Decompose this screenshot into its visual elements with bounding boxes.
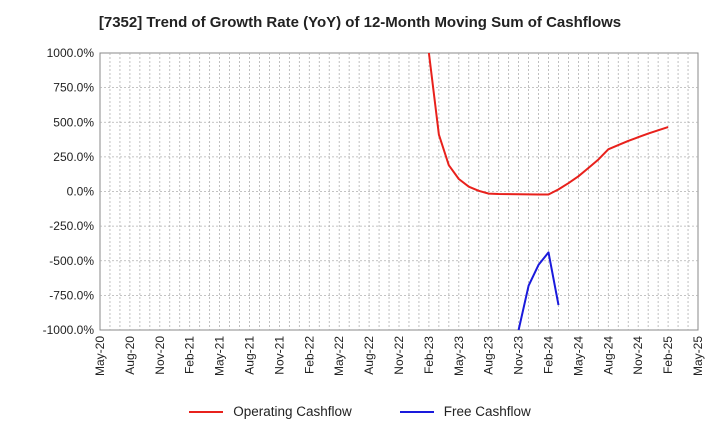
x-tick-label: Feb-24 <box>542 336 556 374</box>
x-tick-label: May-23 <box>452 336 466 376</box>
legend-item-free-cashflow: Free Cashflow <box>399 404 531 419</box>
x-tick-label: Nov-24 <box>631 336 645 375</box>
x-tick-label: May-21 <box>213 336 227 376</box>
x-tick-label: May-22 <box>332 336 346 376</box>
x-tick-label: Nov-22 <box>392 336 406 375</box>
x-tick-label: Aug-20 <box>123 336 137 375</box>
y-tick-label: 250.0% <box>53 150 94 164</box>
series-lines <box>427 52 669 331</box>
x-tick-label: May-24 <box>571 336 585 376</box>
y-tick-label: 1000.0% <box>47 46 95 60</box>
y-axis: 1000.0% 750.0% 500.0% 250.0% 0.0% -250.0% -500… <box>43 46 95 337</box>
x-tick-label: Aug-24 <box>601 336 615 375</box>
x-axis: May-20 Aug-20 Nov-20 Feb-21 May-21 Aug-21 Nov-… <box>93 336 705 376</box>
x-tick-label: Nov-21 <box>272 336 286 375</box>
series-line-operating-cashflow <box>427 52 669 196</box>
y-tick-label: -250.0% <box>49 219 94 233</box>
legend-label-operating: Operating Cashflow <box>233 404 352 419</box>
legend-swatch-free <box>399 410 434 413</box>
x-tick-label: Feb-21 <box>183 336 197 374</box>
legend-swatch-operating <box>189 410 224 413</box>
y-tick-label: 500.0% <box>53 115 94 129</box>
x-tick-label: Feb-22 <box>302 336 316 374</box>
x-tick-label: Aug-21 <box>243 336 257 375</box>
x-tick-label: Nov-20 <box>153 336 167 375</box>
x-tick-label: Nov-23 <box>512 336 526 375</box>
y-tick-label: 0.0% <box>67 185 95 199</box>
legend: Operating Cashflow Free Cashflow <box>0 404 720 419</box>
y-tick-label: -500.0% <box>49 254 94 268</box>
x-tick-label: Aug-22 <box>362 336 376 375</box>
legend-item-operating-cashflow: Operating Cashflow <box>189 404 352 419</box>
y-tick-label: 750.0% <box>53 81 94 95</box>
chart-title: [7352] Trend of Growth Rate (YoY) of 12-… <box>98 14 622 31</box>
x-tick-label: Aug-23 <box>482 336 496 375</box>
y-tick-label: -1000.0% <box>43 323 95 337</box>
series-line-free-cashflow <box>517 251 560 331</box>
y-tick-label: -750.0% <box>49 288 94 302</box>
x-tick-label: May-20 <box>93 336 107 376</box>
x-tick-label: Feb-25 <box>661 336 675 374</box>
x-tick-label: Feb-23 <box>422 336 436 374</box>
legend-label-free: Free Cashflow <box>443 404 531 419</box>
x-tick-label: May-25 <box>691 336 705 376</box>
